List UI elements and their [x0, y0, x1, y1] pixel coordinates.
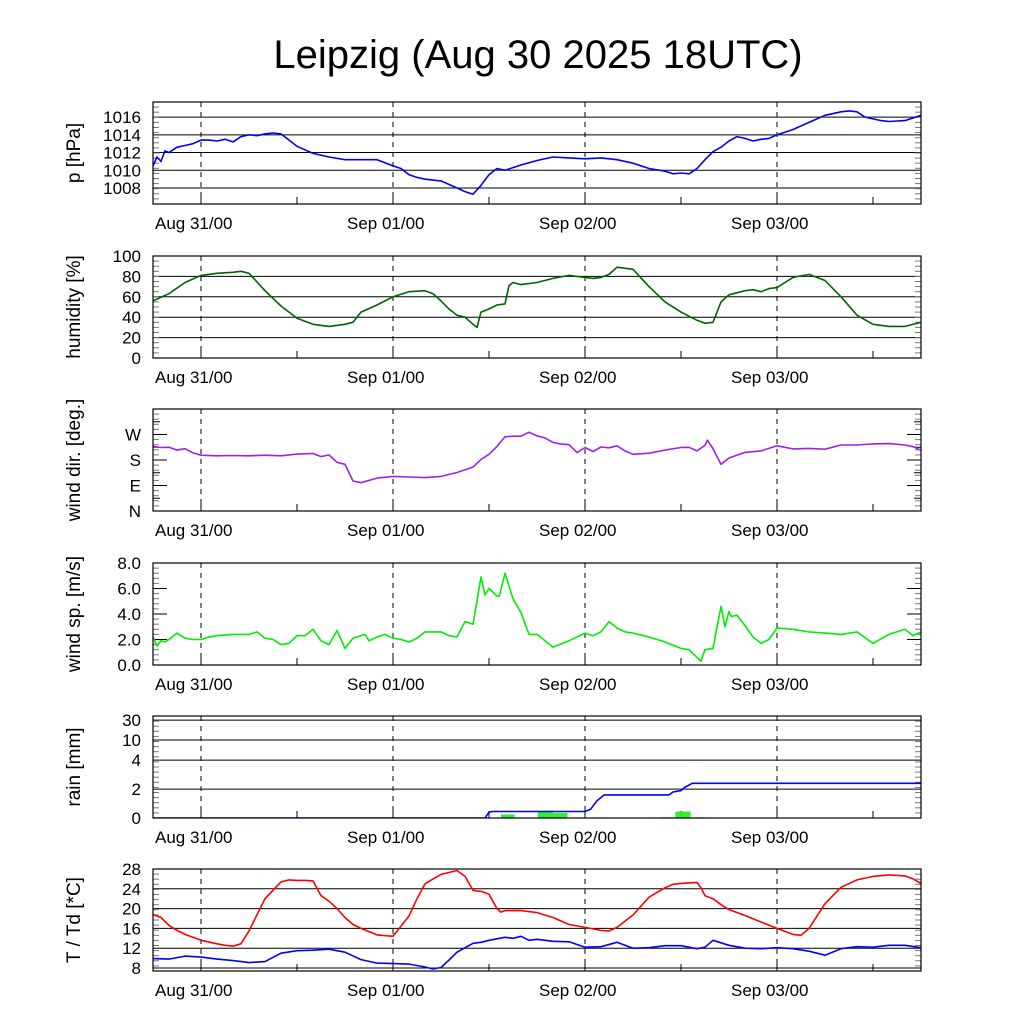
xtick-label: Sep 02/00 — [539, 368, 617, 387]
xtick-label: Sep 01/00 — [347, 981, 425, 1000]
ylabel-rain: rain [mm] — [64, 727, 85, 806]
ytick-label: 80 — [122, 267, 141, 286]
plot-frame — [152, 868, 922, 972]
series-t — [153, 869, 921, 947]
series-accumulated-rain — [153, 782, 921, 818]
ytick-label: 20 — [122, 329, 141, 348]
panel-temperature: Aug 31/00 Sep 01/00 Sep 02/00 Sep 03/00 8121… — [64, 860, 922, 1000]
xtick-label: Sep 01/00 — [347, 521, 425, 540]
xtick-label: Sep 03/00 — [731, 981, 809, 1000]
ytick-label: 12 — [122, 939, 141, 958]
xtick-label: Sep 01/00 — [347, 214, 425, 233]
ytick-label: N — [129, 502, 141, 521]
xtick-label: Sep 01/00 — [347, 368, 425, 387]
ytick-label: 4.0 — [117, 605, 141, 624]
ytick-label: 60 — [122, 288, 141, 307]
ytick-label: 4 — [132, 751, 141, 770]
xtick-label: Sep 03/00 — [731, 828, 809, 847]
xtick-label: Sep 02/00 — [539, 521, 617, 540]
ytick-label: 16 — [122, 919, 141, 938]
ytick-label: 28 — [122, 860, 141, 879]
ytick-label: 30 — [122, 711, 141, 730]
xtick-label: Sep 03/00 — [731, 675, 809, 694]
ytick-label: 8 — [132, 959, 141, 978]
xtick-label: Sep 03/00 — [731, 368, 809, 387]
series-wind-speed — [153, 572, 921, 662]
ytick-label: 40 — [122, 308, 141, 327]
xtick-label: Sep 02/00 — [539, 828, 617, 847]
ytick-label: 24 — [122, 880, 141, 899]
ytick-label: E — [130, 477, 141, 496]
xtick-label: Aug 31/00 — [155, 214, 233, 233]
plot-frame — [152, 715, 922, 819]
ytick-label: 100 — [113, 247, 141, 266]
series-pressure — [153, 110, 921, 195]
xtick-label: Aug 31/00 — [155, 368, 233, 387]
rain-bar — [501, 814, 515, 818]
ytick-label: 0.0 — [117, 656, 141, 675]
xtick-label: Aug 31/00 — [155, 675, 233, 694]
rain-bar — [537, 810, 553, 818]
panel-wind_speed: Aug 31/00 Sep 01/00 Sep 02/00 Sep 03/00 0.0 2… — [64, 554, 922, 694]
ytick-label: 20 — [122, 900, 141, 919]
xtick-label: Sep 03/00 — [731, 214, 809, 233]
ytick-label: 1014 — [103, 126, 141, 145]
ylabel-humidity: humidity [%] — [64, 255, 85, 358]
plot-frame — [152, 408, 922, 512]
panel-rain: Aug 31/00 Sep 01/00 Sep 02/00 Sep 03/00 0 2 41… — [64, 711, 922, 847]
panel-humidity: Aug 31/00 Sep 01/00 Sep 02/00 Sep 03/00 020 4… — [64, 247, 922, 387]
ytick-label: W — [125, 426, 141, 445]
ylabel-wind_direction: wind dir. [deg.] — [64, 399, 85, 523]
xtick-label: Sep 01/00 — [347, 675, 425, 694]
xtick-label: Aug 31/00 — [155, 828, 233, 847]
series-humidity — [153, 266, 921, 329]
plot-frame — [152, 101, 922, 205]
ytick-label: 2 — [132, 780, 141, 799]
ylabel-wind_speed: wind sp. [m/s] — [64, 556, 85, 673]
ytick-label: 0 — [132, 809, 141, 828]
ytick-label: 2.0 — [117, 631, 141, 650]
ytick-label: 1010 — [103, 161, 141, 180]
xtick-label: Aug 31/00 — [155, 521, 233, 540]
xtick-label: Sep 02/00 — [539, 981, 617, 1000]
series-td — [153, 935, 921, 970]
panel-wind_direction: Aug 31/00 Sep 01/00 Sep 02/00 Sep 03/00 NESW… — [64, 399, 922, 540]
ylabel-temperature: T / Td [*C] — [64, 877, 85, 963]
panel-pressure: Aug 31/00 Sep 01/00 Sep 02/00 Sep 03/00 1008… — [64, 101, 922, 233]
xtick-label: Sep 02/00 — [539, 675, 617, 694]
rain-bar — [675, 811, 691, 818]
ylabel-pressure: p [hPa] — [64, 123, 85, 183]
xtick-label: Aug 31/00 — [155, 981, 233, 1000]
chart-title: Leipzig (Aug 30 2025 18UTC) — [273, 33, 802, 77]
xtick-label: Sep 02/00 — [539, 214, 617, 233]
ytick-label: 10 — [122, 731, 141, 750]
series-wind-direction — [153, 431, 921, 484]
ytick-label: 8.0 — [117, 554, 141, 573]
ytick-label: 1012 — [103, 144, 141, 163]
xtick-label: Sep 03/00 — [731, 521, 809, 540]
plot-frame — [152, 562, 922, 666]
rain-bar — [553, 812, 568, 818]
ytick-label: 0 — [132, 349, 141, 368]
ytick-label: 1016 — [103, 108, 141, 127]
plot-frame — [152, 255, 922, 359]
ytick-label: S — [130, 451, 141, 470]
xtick-label: Sep 01/00 — [347, 828, 425, 847]
ytick-label: 1008 — [103, 179, 141, 198]
ytick-label: 6.0 — [117, 580, 141, 599]
